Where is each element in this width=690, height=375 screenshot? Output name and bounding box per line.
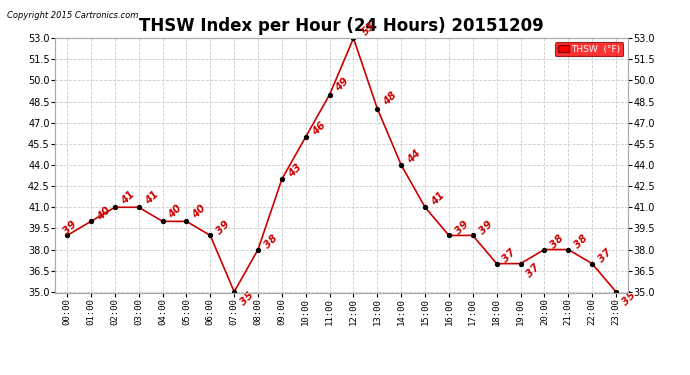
Text: 39: 39: [61, 219, 79, 236]
Point: [86, 218, 97, 224]
Point: [157, 218, 168, 224]
Text: 38: 38: [549, 233, 566, 250]
Text: 38: 38: [573, 233, 590, 250]
Text: 37: 37: [524, 262, 542, 279]
Title: THSW Index per Hour (24 Hours) 20151209: THSW Index per Hour (24 Hours) 20151209: [139, 16, 544, 34]
Text: 39: 39: [477, 219, 494, 236]
Point: [181, 218, 192, 224]
Point: [133, 204, 144, 210]
Text: 43: 43: [286, 162, 304, 180]
Point: [515, 261, 526, 267]
Point: [348, 35, 359, 41]
Text: 39: 39: [453, 219, 471, 236]
Point: [467, 232, 478, 238]
Text: Copyright 2015 Cartronics.com: Copyright 2015 Cartronics.com: [7, 11, 138, 20]
Text: 49: 49: [334, 76, 351, 94]
Text: 41: 41: [119, 189, 137, 207]
Point: [61, 232, 72, 238]
Point: [563, 246, 574, 252]
Point: [395, 162, 406, 168]
Point: [491, 261, 502, 267]
Point: [228, 289, 239, 295]
Text: 48: 48: [382, 90, 399, 108]
Text: 37: 37: [596, 247, 613, 264]
Text: 40: 40: [190, 203, 208, 220]
Point: [420, 204, 431, 210]
Text: 41: 41: [429, 190, 446, 208]
Point: [444, 232, 455, 238]
Point: [205, 232, 216, 238]
Point: [586, 261, 598, 267]
Text: 53: 53: [360, 20, 377, 38]
Point: [324, 92, 335, 98]
Text: 37: 37: [501, 247, 518, 264]
Point: [539, 246, 550, 252]
Text: 39: 39: [215, 219, 232, 236]
Legend: THSW  (°F): THSW (°F): [555, 42, 623, 56]
Text: 44: 44: [405, 148, 423, 166]
Text: 40: 40: [95, 205, 112, 222]
Point: [300, 134, 311, 140]
Point: [277, 176, 288, 182]
Point: [109, 204, 120, 210]
Point: [253, 246, 264, 252]
Text: 40: 40: [167, 203, 184, 220]
Point: [372, 106, 383, 112]
Point: [611, 289, 622, 295]
Text: 46: 46: [310, 120, 327, 137]
Text: 35: 35: [238, 290, 256, 308]
Text: 35: 35: [620, 290, 638, 308]
Text: 38: 38: [262, 233, 279, 250]
Text: 41: 41: [143, 189, 160, 207]
